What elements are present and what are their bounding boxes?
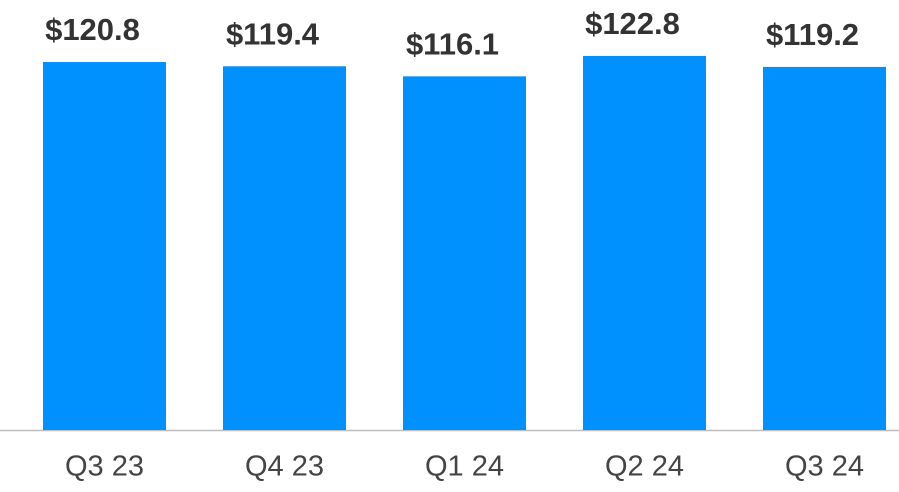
x-tick-label: Q3 23: [65, 451, 144, 483]
x-tick-label: Q1 24: [425, 451, 504, 483]
x-tick-label: Q2 24: [605, 451, 684, 483]
bar: [43, 62, 166, 430]
data-label: $119.4: [226, 16, 320, 51]
bar: [583, 55, 706, 430]
bar: [763, 66, 886, 430]
data-label: $120.8: [45, 12, 140, 47]
data-label: $122.8: [585, 6, 680, 41]
bar: [223, 66, 346, 430]
x-tick-label: Q4 23: [245, 451, 324, 483]
x-tick-label: Q3 24: [785, 451, 864, 483]
data-label: $119.2: [766, 17, 859, 52]
data-label: $116.1: [406, 27, 499, 62]
bar: [403, 76, 526, 430]
